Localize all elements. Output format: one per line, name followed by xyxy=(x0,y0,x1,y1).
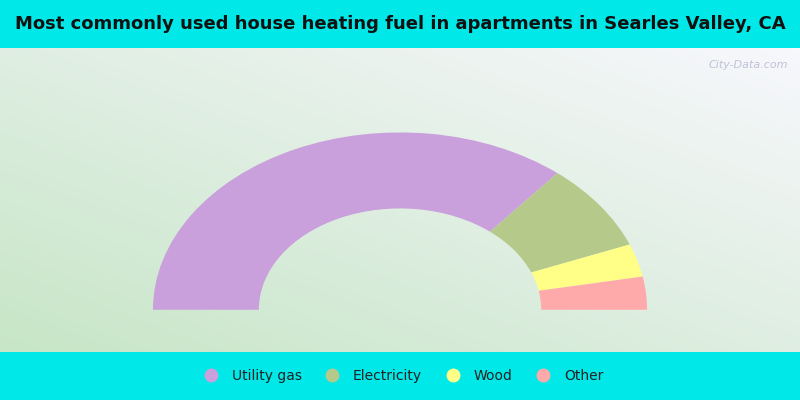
Wedge shape xyxy=(153,132,558,310)
Legend: Utility gas, Electricity, Wood, Other: Utility gas, Electricity, Wood, Other xyxy=(191,364,609,388)
Wedge shape xyxy=(531,244,642,291)
Text: Most commonly used house heating fuel in apartments in Searles Valley, CA: Most commonly used house heating fuel in… xyxy=(14,15,786,33)
Text: City-Data.com: City-Data.com xyxy=(709,60,788,70)
Wedge shape xyxy=(490,173,630,272)
Wedge shape xyxy=(538,276,647,310)
